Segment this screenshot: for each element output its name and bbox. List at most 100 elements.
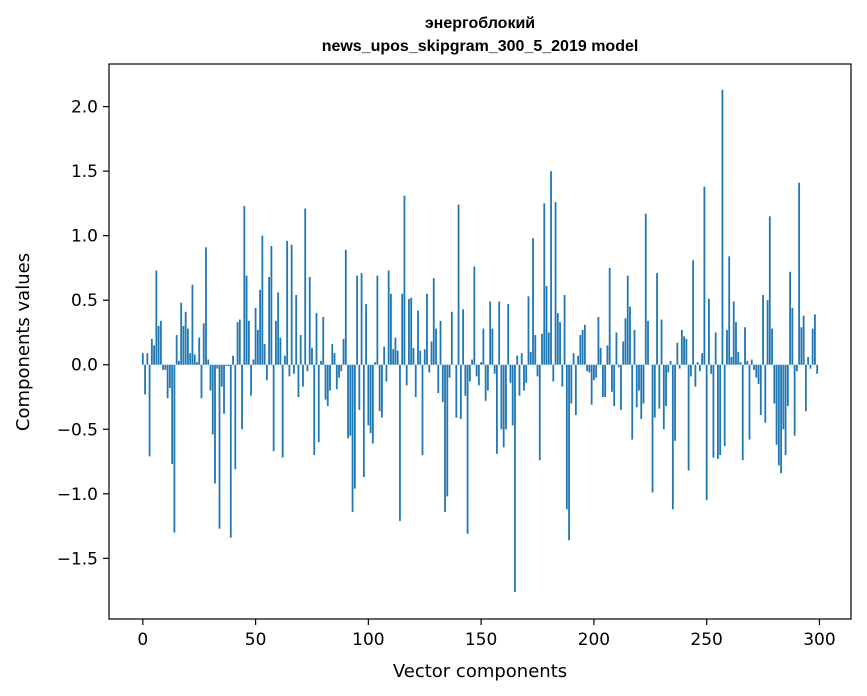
bar: [198, 337, 201, 365]
bar: [755, 364, 758, 378]
bar: [408, 298, 410, 365]
bar: [529, 351, 532, 365]
bar: [721, 89, 724, 365]
bar: [703, 186, 706, 365]
bar: [349, 364, 352, 436]
bar: [159, 320, 162, 365]
bar: [437, 364, 440, 394]
x-tick-label: 0: [137, 630, 148, 650]
bar: [786, 364, 789, 407]
bar: [723, 364, 726, 447]
bar: [419, 350, 422, 365]
y-tick-label: 0.5: [71, 291, 98, 311]
bar: [225, 364, 228, 367]
bar: [759, 364, 762, 416]
bar: [205, 247, 207, 365]
y-axis-ticks: −1.5 −1.0 −0.5 0.0 0.5 1.0 1.5 2.0: [57, 98, 109, 569]
bar: [809, 364, 812, 369]
bar: [347, 364, 349, 439]
bar: [516, 355, 519, 365]
bar: [482, 328, 485, 365]
bar: [153, 345, 155, 365]
bar: [633, 329, 636, 365]
bar: [651, 364, 654, 493]
bar: [421, 364, 424, 456]
bar: [568, 364, 570, 541]
bar: [602, 364, 604, 397]
bar: [762, 295, 764, 365]
bar: [448, 364, 451, 378]
bar: [263, 344, 266, 365]
bar: [229, 364, 232, 538]
bar: [574, 364, 577, 416]
bar: [417, 310, 419, 365]
bar: [814, 314, 816, 365]
bar: [435, 328, 437, 365]
bar: [428, 364, 431, 373]
bar: [471, 359, 473, 365]
bar: [777, 364, 780, 466]
bar: [565, 364, 568, 510]
y-axis-label: Components values: [13, 253, 34, 431]
bar: [473, 266, 476, 365]
bar: [468, 364, 471, 382]
bar: [207, 359, 210, 365]
bar: [696, 362, 699, 365]
bar: [385, 364, 388, 382]
bar: [717, 364, 719, 459]
bar: [216, 364, 219, 369]
bar: [342, 338, 345, 365]
bar: [286, 240, 289, 365]
bar: [780, 364, 782, 474]
bar: [320, 360, 322, 365]
bar: [491, 328, 494, 365]
bar: [757, 364, 760, 385]
bar: [241, 364, 243, 430]
bar: [744, 327, 746, 365]
bar: [782, 364, 785, 430]
bar: [611, 364, 613, 392]
bar: [423, 349, 426, 365]
bar: [592, 364, 595, 381]
bar: [622, 341, 625, 365]
bar: [647, 320, 649, 365]
bar: [534, 335, 537, 365]
bar: [455, 364, 458, 418]
bar: [196, 362, 198, 365]
bar: [771, 328, 773, 365]
bar: [689, 364, 692, 377]
bar: [360, 273, 363, 365]
bar: [155, 270, 158, 365]
bar: [439, 320, 442, 365]
bar: [412, 347, 415, 365]
bar: [475, 364, 478, 377]
bar: [297, 364, 300, 397]
bar: [284, 355, 286, 365]
bar: [789, 271, 791, 365]
bar: [295, 295, 298, 365]
bar: [532, 238, 534, 365]
bar: [268, 276, 271, 365]
bar: [238, 319, 241, 365]
chart-subtitle: news_upos_skipgram_300_5_2019 model: [322, 38, 639, 55]
bar: [547, 332, 550, 365]
bar: [811, 328, 814, 365]
bar: [329, 364, 331, 391]
bar: [250, 364, 252, 396]
bar: [750, 359, 753, 365]
bar: [371, 364, 374, 444]
y-tick-label: −0.5: [57, 420, 98, 440]
bar: [484, 364, 487, 401]
bar: [518, 364, 521, 396]
bar: [252, 359, 255, 365]
bar: [667, 364, 670, 373]
bar: [477, 364, 480, 386]
bar: [290, 244, 293, 365]
bar: [236, 322, 239, 365]
bar: [168, 364, 171, 388]
bar: [405, 364, 408, 386]
bar: [678, 364, 681, 369]
bar: [692, 260, 695, 365]
bar: [784, 364, 787, 456]
bar: [570, 364, 573, 404]
